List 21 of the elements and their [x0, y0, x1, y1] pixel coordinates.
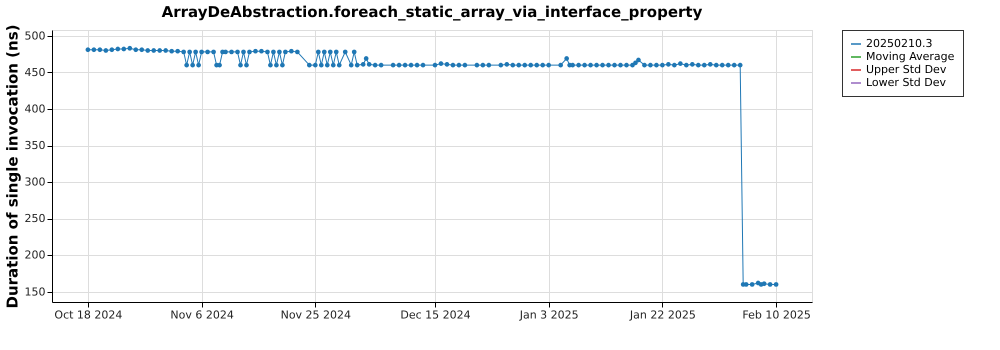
y-tick-label: 350 — [24, 139, 46, 152]
x-tick-label: Nov 6 2024 — [170, 308, 234, 322]
y-tick-label: 250 — [24, 212, 46, 226]
x-tick-label: Feb 10 2025 — [742, 308, 811, 322]
y-tick-label: 300 — [24, 176, 46, 189]
y-tick-label: 150 — [24, 285, 46, 298]
x-tick-label: Oct 18 2024 — [54, 308, 122, 322]
y-tick-label: 450 — [24, 66, 46, 79]
x-tick-label: Jan 3 2025 — [518, 308, 579, 322]
y-axis-title: Duration of single invocation (ns) — [4, 24, 22, 308]
x-tick-label: Nov 25 2024 — [280, 308, 352, 322]
y-tick-label: 500 — [24, 29, 46, 42]
chart-title: ArrayDeAbstraction.foreach_static_array_via_interface_property — [162, 3, 703, 21]
legend-label: Lower Std Dev — [866, 76, 946, 89]
x-tick-label: Dec 15 2024 — [400, 308, 471, 322]
x-tick-label: Jan 22 2025 — [628, 308, 696, 322]
legend-label: Moving Average — [866, 50, 955, 63]
legend-label: Upper Std Dev — [866, 63, 947, 76]
y-tick-label: 400 — [24, 102, 46, 116]
legend-label: 20250210.3 — [866, 37, 932, 50]
y-tick-label: 200 — [24, 248, 46, 262]
